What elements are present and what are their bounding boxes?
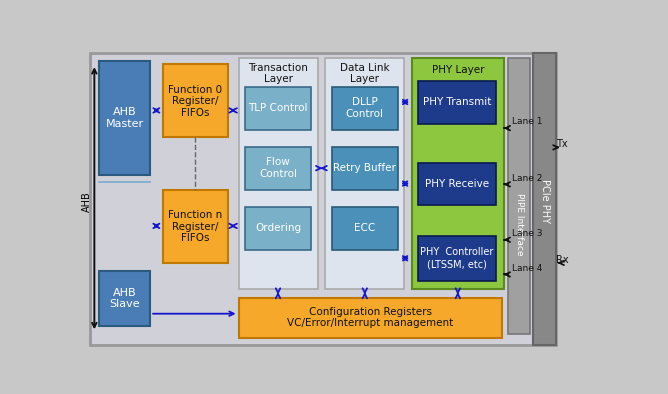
Bar [331, 207, 398, 250]
Text: Retry Buffer: Retry Buffer [333, 163, 396, 173]
Text: Flow
Control: Flow Control [259, 157, 297, 179]
Bar [418, 236, 496, 281]
Text: AHB
Master: AHB Master [106, 107, 144, 129]
Bar [99, 61, 150, 175]
Text: ECC: ECC [354, 223, 375, 233]
Bar [162, 190, 228, 263]
Bar [238, 58, 317, 289]
Text: Lane 1: Lane 1 [512, 117, 542, 126]
Text: Lane 3: Lane 3 [512, 229, 542, 238]
Text: TLP Control: TLP Control [248, 103, 308, 113]
Bar [244, 207, 311, 250]
Text: Tx: Tx [556, 139, 568, 149]
Text: PHY  Controller
(LTSSM, etc): PHY Controller (LTSSM, etc) [420, 247, 494, 269]
Bar [533, 54, 556, 344]
Bar [418, 81, 496, 123]
Bar [162, 64, 228, 138]
Text: PIPE Interface: PIPE Interface [514, 193, 524, 256]
Text: AHB: AHB [81, 191, 92, 212]
Bar [325, 58, 404, 289]
Text: Function n
Register/
FIFOs: Function n Register/ FIFOs [168, 210, 222, 243]
Text: Configuration Registers
VC/Error/Interrupt management: Configuration Registers VC/Error/Interru… [287, 307, 454, 328]
Text: Function 0
Register/
FIFOs: Function 0 Register/ FIFOs [168, 85, 222, 118]
Bar [244, 147, 311, 190]
Text: PHY Layer: PHY Layer [432, 65, 484, 75]
Text: Lane 4: Lane 4 [512, 264, 542, 273]
Text: PHY Receive: PHY Receive [425, 178, 489, 189]
Text: Transaction
Layer: Transaction Layer [248, 63, 308, 84]
Bar [238, 297, 502, 338]
Text: DLLP
Control: DLLP Control [346, 97, 384, 119]
Bar [244, 87, 311, 130]
Bar [99, 271, 150, 326]
Text: PCIe PHY: PCIe PHY [540, 179, 550, 223]
Text: Ordering: Ordering [255, 223, 301, 233]
Bar [331, 147, 398, 190]
Text: Rx: Rx [556, 255, 569, 265]
Bar [418, 163, 496, 205]
Text: Data Link
Layer: Data Link Layer [340, 63, 389, 84]
Bar [412, 58, 504, 289]
Text: AHB
Slave: AHB Slave [110, 288, 140, 309]
Text: Lane 2: Lane 2 [512, 174, 542, 183]
Bar [331, 87, 398, 130]
Text: PHY Transmit: PHY Transmit [423, 97, 491, 107]
Bar [508, 58, 530, 334]
